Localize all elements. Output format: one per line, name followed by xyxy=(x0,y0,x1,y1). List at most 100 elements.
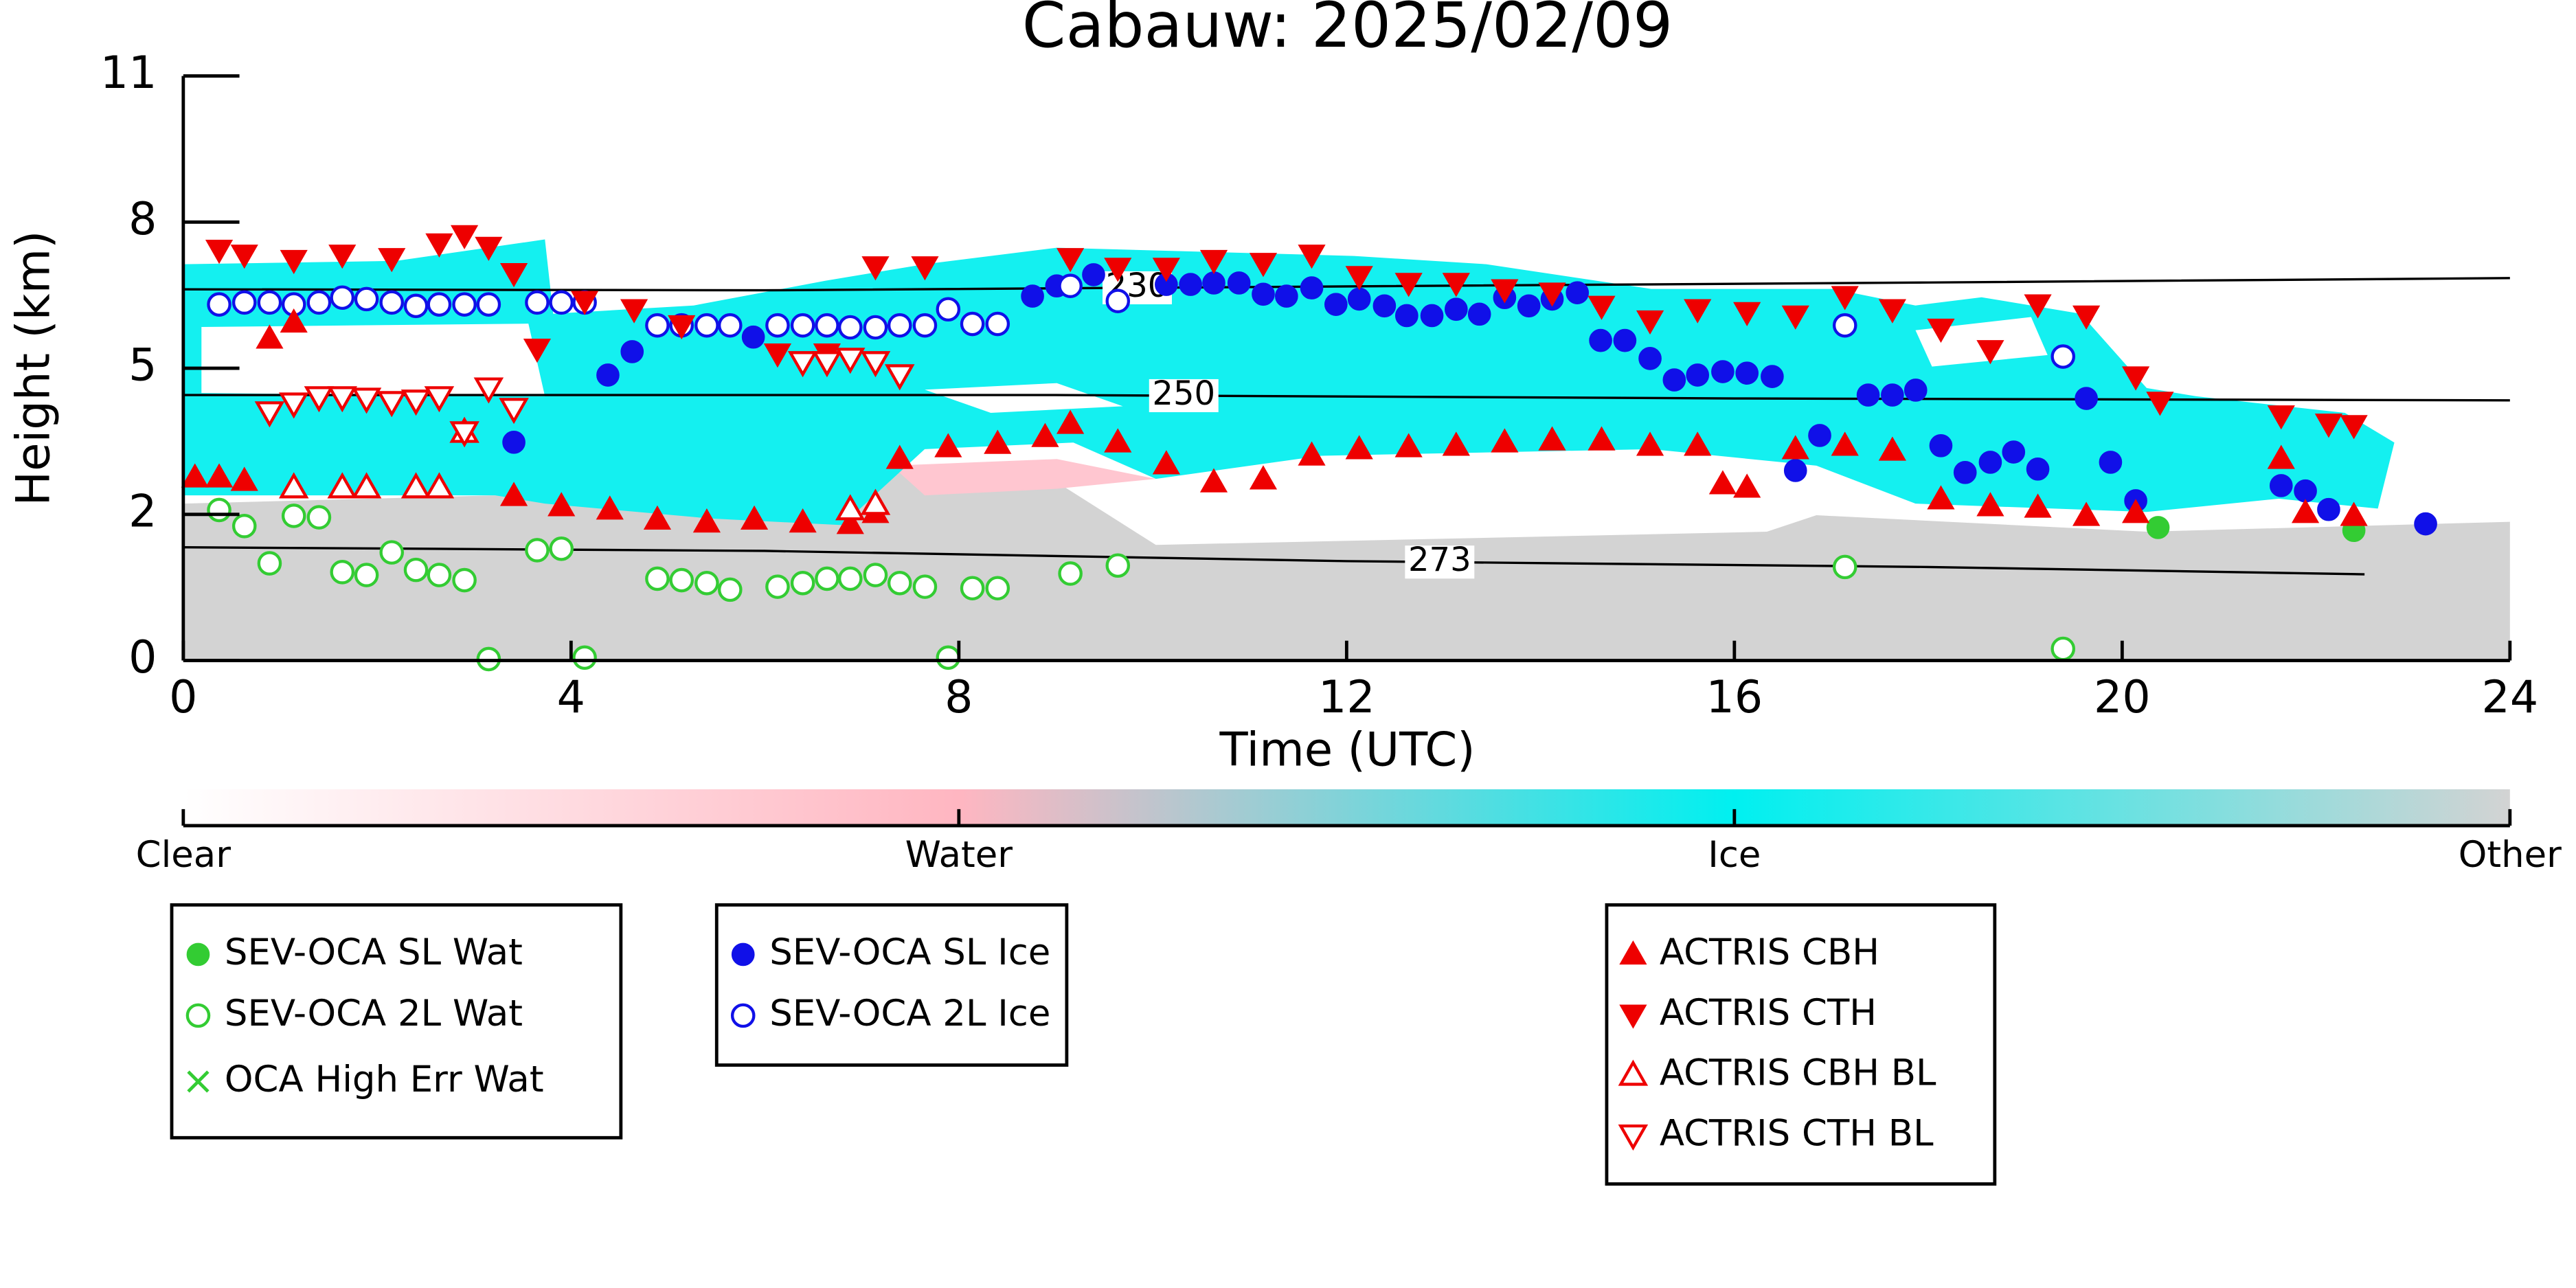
point xyxy=(984,429,1012,454)
point xyxy=(1057,409,1085,434)
point xyxy=(2267,405,2295,430)
point xyxy=(2122,499,2150,523)
chart-title: Cabauw: 2025/02/09 xyxy=(1022,0,1673,62)
point xyxy=(424,386,455,413)
point xyxy=(1636,310,1664,335)
point xyxy=(2267,444,2295,469)
point xyxy=(985,311,1010,337)
colorbar-label: Water xyxy=(905,834,1013,876)
point xyxy=(1638,347,1662,370)
point xyxy=(378,248,406,273)
point xyxy=(1105,289,1131,313)
point xyxy=(717,577,743,602)
point xyxy=(547,492,576,517)
point xyxy=(936,645,961,670)
point xyxy=(256,324,284,349)
point xyxy=(400,472,431,499)
point xyxy=(427,292,452,317)
point xyxy=(205,463,234,488)
point xyxy=(549,290,574,315)
point xyxy=(1927,318,1955,343)
point xyxy=(427,563,452,587)
point xyxy=(257,551,282,576)
point xyxy=(1082,263,1105,286)
point xyxy=(668,315,696,340)
point xyxy=(1491,279,1519,304)
point xyxy=(2340,415,2368,440)
point xyxy=(1976,492,2004,517)
point xyxy=(2122,366,2150,391)
point xyxy=(1538,282,1566,307)
point xyxy=(960,311,985,337)
point xyxy=(304,386,335,413)
point xyxy=(1832,313,1857,338)
point xyxy=(2146,516,2170,539)
point xyxy=(1781,435,1809,460)
point xyxy=(280,249,308,275)
point xyxy=(403,557,429,583)
x-tick-label: 4 xyxy=(557,672,585,723)
point xyxy=(1566,281,1590,304)
point xyxy=(254,401,285,428)
point xyxy=(1442,273,1470,297)
point xyxy=(860,488,891,515)
point xyxy=(351,387,382,414)
point xyxy=(1394,273,1423,297)
point xyxy=(379,290,405,315)
point xyxy=(596,495,624,520)
point xyxy=(717,313,743,338)
point xyxy=(281,504,306,528)
point xyxy=(549,536,574,561)
point xyxy=(934,433,962,457)
point xyxy=(1420,304,1444,328)
point xyxy=(570,291,599,315)
point xyxy=(425,233,453,258)
point xyxy=(1347,287,1371,311)
series xyxy=(502,263,2437,536)
point xyxy=(525,538,550,563)
point xyxy=(1227,271,1251,295)
point xyxy=(1832,554,1857,580)
point xyxy=(1031,422,1059,447)
point xyxy=(1953,460,1977,484)
point xyxy=(812,351,842,378)
mask-clear xyxy=(201,324,545,396)
point xyxy=(1058,273,1083,299)
point xyxy=(452,567,477,593)
series xyxy=(181,308,2368,534)
point xyxy=(763,343,792,368)
point xyxy=(1104,428,1132,453)
point xyxy=(1058,561,1083,586)
point xyxy=(2002,440,2026,464)
point xyxy=(1588,426,1616,451)
point xyxy=(863,563,888,587)
point xyxy=(789,508,817,533)
point xyxy=(499,263,528,288)
point xyxy=(278,392,309,419)
point xyxy=(815,313,839,338)
point xyxy=(231,514,257,539)
point xyxy=(2072,501,2101,526)
point xyxy=(1831,431,1859,456)
point xyxy=(740,505,769,530)
contour-line xyxy=(183,277,2510,292)
x-tick-label: 8 xyxy=(945,672,973,723)
point xyxy=(452,292,477,317)
point xyxy=(836,510,864,534)
point xyxy=(280,308,308,333)
point xyxy=(1491,428,1519,453)
point xyxy=(1249,465,1278,490)
point xyxy=(1927,485,1955,510)
point xyxy=(1252,282,1275,306)
y-tick-label: 2 xyxy=(128,486,157,537)
legend-label: ACTRIS CBH xyxy=(1660,931,1879,973)
point xyxy=(1298,441,1326,466)
point xyxy=(1711,360,1735,383)
point xyxy=(1761,365,1784,388)
point xyxy=(278,472,309,499)
point xyxy=(2146,392,2174,416)
point xyxy=(1878,299,1906,324)
point xyxy=(835,494,866,521)
point xyxy=(1517,294,1541,318)
point xyxy=(596,363,620,387)
